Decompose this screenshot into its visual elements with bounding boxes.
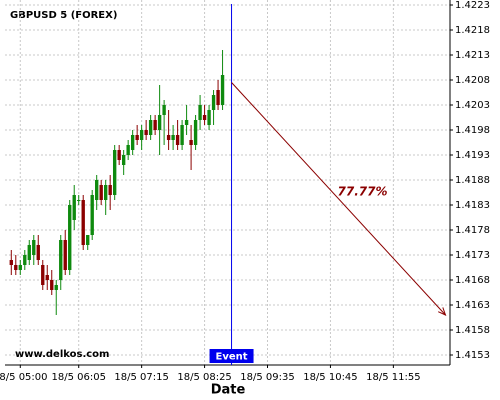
candle-body: [216, 90, 220, 105]
y-tick-label: 1.4183: [455, 200, 490, 211]
candle-body: [153, 120, 157, 130]
candle-body: [193, 120, 198, 145]
candle-body: [59, 240, 63, 280]
y-tick-label: 1.4173: [455, 250, 490, 261]
candle-body: [207, 110, 211, 125]
candle-body: [144, 130, 148, 135]
candle-body: [139, 130, 144, 140]
y-tick-label: 1.4188: [455, 175, 490, 186]
candle-body: [23, 255, 27, 265]
candle-body: [72, 195, 76, 220]
y-tick-label: 1.4208: [455, 75, 490, 86]
y-tick-label: 1.4203: [455, 100, 490, 111]
candle-body: [220, 75, 225, 105]
candle-body: [36, 245, 40, 260]
candle-body: [95, 180, 99, 200]
candle-body: [90, 195, 94, 235]
candle-body: [68, 205, 72, 270]
candle-body: [63, 240, 67, 270]
candle-body: [130, 135, 135, 150]
candle-body: [166, 135, 171, 140]
event-label-box: [209, 349, 254, 363]
x-tick-label: 18/5 10:45: [303, 372, 357, 383]
candle-body: [14, 265, 18, 270]
x-tick-label: 18/5 11:55: [366, 372, 420, 383]
y-tick-label: 1.4178: [455, 225, 490, 236]
candle-body: [202, 115, 207, 120]
candle-body: [99, 185, 103, 200]
candle-body: [171, 135, 175, 140]
candle-body: [117, 150, 121, 160]
y-tick-label: 1.4153: [455, 350, 490, 361]
candle-body: [184, 120, 189, 125]
candle-body: [41, 265, 45, 285]
candle-body: [148, 120, 153, 135]
x-tick-label: 18/5 09:35: [240, 372, 294, 383]
candle-body: [32, 240, 36, 255]
y-tick-label: 1.4218: [455, 25, 490, 36]
candle-body: [211, 95, 216, 110]
candle-body: [162, 105, 166, 115]
candle-body: [104, 185, 108, 200]
candle-body: [112, 150, 117, 195]
candle-body: [50, 280, 54, 290]
candle-body: [81, 200, 85, 245]
chart-title: GBPUSD 5 (FOREX): [10, 10, 117, 21]
y-tick-label: 1.4213: [455, 50, 490, 61]
candle-body: [27, 245, 31, 260]
candle-body: [86, 235, 90, 245]
y-tick-label: 1.4193: [455, 150, 490, 161]
y-tick-label: 1.4223: [455, 0, 490, 11]
candle-body: [157, 115, 162, 130]
candle-body: [198, 105, 202, 120]
y-tick-label: 1.4158: [455, 325, 490, 336]
candle-body: [18, 265, 22, 270]
y-tick-label: 1.4163: [455, 300, 490, 311]
event-label: Event: [216, 352, 248, 363]
candle-body: [108, 185, 112, 195]
candle-body: [189, 140, 193, 145]
x-tick-label: 18/5 08:25: [177, 372, 231, 383]
candle-body: [121, 155, 126, 165]
candle-body: [180, 125, 184, 145]
x-tick-label: 18/5 07:15: [114, 372, 168, 383]
watermark: www.delkos.com: [15, 349, 109, 360]
candle-body: [135, 135, 139, 140]
x-tick-label: 18/5 06:05: [51, 372, 105, 383]
y-tick-label: 1.4198: [455, 125, 490, 136]
candle-body: [45, 275, 49, 280]
projection-arrow: [231, 82, 446, 316]
candle-body: [175, 135, 180, 145]
y-tick-label: 1.4168: [455, 275, 490, 286]
candle-body: [77, 200, 81, 201]
x-tick-label: 18/5 05:00: [0, 372, 48, 383]
arrow-head: [438, 307, 447, 316]
candle-body: [9, 260, 13, 265]
x-axis-label: Date: [211, 383, 246, 398]
candle-body: [54, 285, 58, 290]
projection-label: 77.77%: [338, 184, 388, 198]
candle-body: [126, 145, 130, 155]
